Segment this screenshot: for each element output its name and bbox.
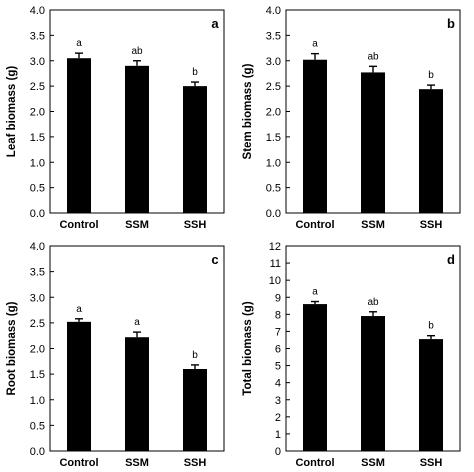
y-tick-label: 0: [275, 446, 281, 458]
x-category-label: Control: [295, 219, 334, 231]
y-tick-label: 2.0: [30, 107, 45, 119]
y-tick-label: 0.5: [30, 183, 45, 195]
y-tick-label: 6: [275, 344, 281, 356]
y-tick-label: 0.0: [30, 446, 45, 458]
chart-panel-c: 0.0 0.5 1.0 1.5 2.0 2.5 3.0 3.5 4.0 Root biomass …: [6, 241, 225, 469]
y-tick-label: 0.5: [266, 183, 281, 195]
y-tick-label: 5: [275, 361, 281, 373]
y-tick-label: 2.5: [266, 81, 281, 93]
x-category-label: SSH: [420, 457, 443, 469]
chart-panel-a: 0.0 0.5 1.0 1.5 2.0 2.5 3.0 3.5 4.0 Leaf biomass …: [6, 5, 225, 231]
panel-label: c: [211, 252, 218, 267]
x-category-label: Control: [59, 457, 98, 469]
significance-letter: b: [192, 67, 198, 78]
x-category-label: SSM: [125, 219, 149, 231]
significance-letter: ab: [367, 51, 379, 62]
y-tick-label: 3.5: [30, 30, 45, 42]
y-axis-label: Root biomass (g): [6, 301, 18, 395]
x-category-label: SSH: [184, 219, 207, 231]
significance-letter: b: [192, 350, 198, 361]
bar-ssm: [125, 65, 149, 213]
y-tick-label: 3.0: [30, 292, 45, 304]
y-tick-label: 4: [275, 378, 281, 390]
bar-control: [67, 321, 91, 451]
significance-letter: b: [428, 70, 434, 81]
significance-letter: a: [76, 304, 82, 315]
significance-letter: a: [76, 38, 82, 49]
bar-ssh: [419, 339, 443, 451]
y-tick-label: 0.0: [30, 208, 45, 220]
y-axis-label: Total biomass (g): [242, 301, 254, 396]
y-tick-label: 4.0: [30, 241, 45, 253]
significance-letter: a: [312, 39, 318, 50]
x-category-label: SSH: [420, 219, 443, 231]
y-tick-label: 0.0: [266, 208, 281, 220]
y-tick-label: 10: [269, 275, 281, 287]
y-tick-label: 4.0: [30, 5, 45, 17]
y-tick-label: 3.0: [266, 56, 281, 68]
y-tick-label: 0.5: [30, 420, 45, 432]
bar-ssm: [361, 316, 385, 451]
y-tick-label: 4.0: [266, 5, 281, 17]
y-tick-label: 2.0: [30, 344, 45, 356]
y-axis-label: Leaf biomass (g): [6, 66, 18, 158]
bar-ssh: [183, 86, 207, 213]
bar-ssm: [125, 337, 149, 451]
x-category-label: Control: [59, 219, 98, 231]
significance-letter: b: [428, 321, 434, 332]
y-tick-label: 2.5: [30, 81, 45, 93]
x-category-label: SSH: [184, 457, 207, 469]
significance-letter: a: [312, 287, 318, 298]
bar-ssh: [419, 89, 443, 213]
x-category-label: Control: [295, 457, 334, 469]
y-tick-label: 1.0: [266, 157, 281, 169]
bar-control: [303, 304, 327, 451]
bar-ssh: [183, 369, 207, 451]
y-tick-label: 1.0: [30, 395, 45, 407]
panel-label: a: [211, 16, 219, 31]
bar-control: [303, 59, 327, 213]
y-tick-label: 9: [275, 292, 281, 304]
y-tick-label: 2: [275, 412, 281, 424]
y-tick-label: 7: [275, 326, 281, 338]
panel-label: b: [447, 16, 455, 31]
chart-panel-b: 0.0 0.5 1.0 1.5 2.0 2.5 3.0 3.5 4.0 Stem biomass …: [242, 5, 461, 231]
x-category-label: SSM: [361, 457, 385, 469]
y-tick-label: 3.5: [266, 30, 281, 42]
y-tick-label: 1.0: [30, 157, 45, 169]
y-tick-label: 2.5: [30, 318, 45, 330]
bar-ssm: [361, 72, 385, 213]
significance-letter: a: [134, 317, 140, 328]
x-category-label: SSM: [361, 219, 385, 231]
y-tick-label: 1.5: [266, 132, 281, 144]
y-tick-label: 3: [275, 395, 281, 407]
y-tick-label: 8: [275, 309, 281, 321]
bar-control: [67, 58, 91, 214]
y-tick-label: 2.0: [266, 107, 281, 119]
y-axis-label: Stem biomass (g): [242, 63, 254, 159]
y-tick-label: 11: [270, 258, 281, 270]
y-tick-label: 1.5: [30, 369, 45, 381]
panel-label: d: [447, 252, 455, 267]
y-tick-label: 12: [269, 241, 281, 253]
y-tick-label: 3.5: [30, 267, 45, 279]
y-tick-label: 3.0: [30, 56, 45, 68]
y-tick-label: 1.5: [30, 132, 45, 144]
significance-letter: ab: [367, 297, 379, 308]
y-tick-label: 1: [275, 429, 281, 441]
significance-letter: ab: [131, 46, 143, 57]
x-category-label: SSM: [125, 457, 149, 469]
